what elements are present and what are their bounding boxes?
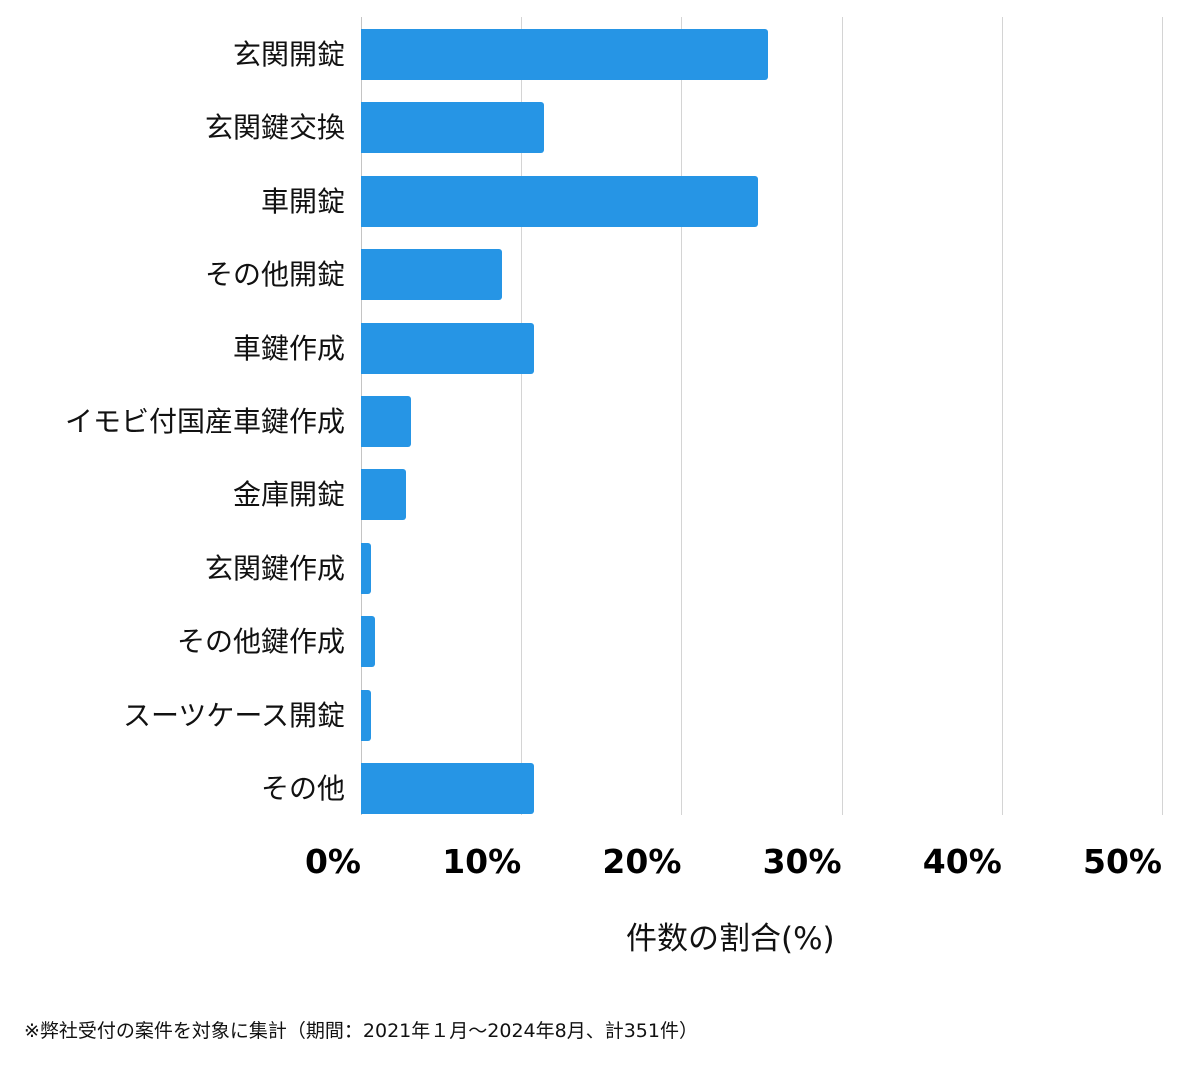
category-label: イモビ付国産車鍵作成 (64, 405, 345, 438)
category-label: 玄関開錠 (232, 38, 345, 71)
category-label: その他開錠 (204, 258, 345, 292)
bar (361, 616, 376, 668)
category-label: その他 (260, 772, 345, 805)
x-tick-label: 50% (1083, 842, 1162, 881)
bar (361, 469, 406, 521)
x-tick-label: 40% (922, 842, 1002, 881)
bar (361, 102, 544, 154)
gridline (841, 17, 843, 815)
x-tick-label: 0% (304, 842, 361, 881)
gridline (1162, 17, 1163, 815)
gridline (681, 17, 683, 815)
bar (361, 322, 535, 374)
bar (361, 542, 371, 594)
x-tick-label: 30% (762, 842, 842, 881)
category-label: 金庫開錠 (232, 478, 345, 512)
x-tick-label: 20% (602, 842, 682, 881)
category-label: 玄関鍵交換 (204, 111, 345, 145)
bar (361, 689, 371, 741)
gridline (1001, 17, 1003, 815)
bar (361, 175, 759, 227)
bar (361, 396, 411, 447)
x-axis-label: 件数の割合(%) (626, 921, 835, 957)
x-tick-label: 10% (442, 842, 522, 881)
bar (361, 29, 768, 80)
footnote: ※弊社受付の案件を対象に集計（期間：2021年１月～2024年8月、計351件） (24, 1020, 698, 1042)
bar (361, 249, 502, 301)
plot-area (361, 17, 1163, 815)
category-label: スーツケース開錠 (122, 698, 345, 732)
category-label: その他鍵作成 (176, 625, 345, 659)
category-label: 車開錠 (260, 184, 345, 218)
bar (361, 763, 535, 814)
gridline (521, 17, 523, 815)
category-label: 車鍵作成 (232, 331, 345, 365)
category-label: 玄関鍵作成 (204, 551, 345, 585)
